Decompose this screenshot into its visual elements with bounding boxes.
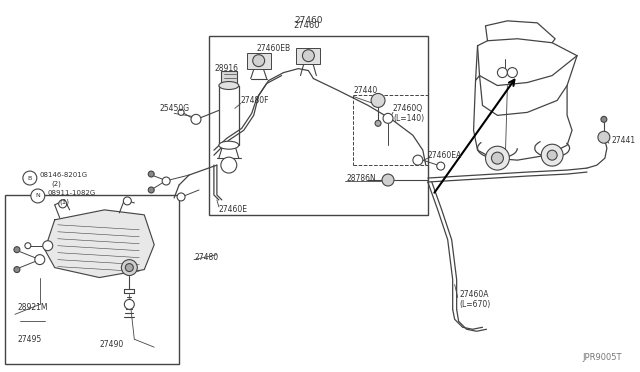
Circle shape xyxy=(383,113,393,124)
Circle shape xyxy=(162,177,170,185)
Circle shape xyxy=(541,144,563,166)
Text: 28786N: 28786N xyxy=(346,174,376,183)
Bar xyxy=(5,195,179,364)
Circle shape xyxy=(601,116,607,122)
Circle shape xyxy=(125,264,133,272)
Circle shape xyxy=(43,241,52,251)
Text: 27480F: 27480F xyxy=(241,96,269,105)
Text: 27460E: 27460E xyxy=(219,205,248,214)
Circle shape xyxy=(497,68,508,77)
Text: N: N xyxy=(35,193,40,198)
Circle shape xyxy=(23,171,37,185)
Circle shape xyxy=(508,68,517,77)
Circle shape xyxy=(31,189,45,203)
Circle shape xyxy=(59,200,67,208)
Text: 27490: 27490 xyxy=(99,340,124,349)
Circle shape xyxy=(413,155,423,165)
Circle shape xyxy=(122,260,138,276)
Text: 25450G: 25450G xyxy=(159,104,189,113)
Circle shape xyxy=(303,50,314,62)
Circle shape xyxy=(253,55,264,67)
Polygon shape xyxy=(45,210,154,278)
Circle shape xyxy=(547,150,557,160)
Text: 27460A: 27460A xyxy=(460,290,489,299)
Text: B: B xyxy=(28,176,32,180)
Circle shape xyxy=(35,255,45,264)
Bar xyxy=(209,36,428,215)
Text: 27460EB: 27460EB xyxy=(257,44,291,53)
Text: (L=140): (L=140) xyxy=(393,114,424,123)
Text: 27441: 27441 xyxy=(612,136,636,145)
Circle shape xyxy=(221,157,237,173)
Circle shape xyxy=(148,171,154,177)
Circle shape xyxy=(124,197,131,205)
Text: 27440: 27440 xyxy=(353,86,378,95)
Circle shape xyxy=(177,193,185,201)
Text: JPR9005T: JPR9005T xyxy=(582,353,622,362)
Text: 28921M: 28921M xyxy=(18,303,49,312)
Text: 27480: 27480 xyxy=(194,253,218,262)
Text: 08146-8201G: 08146-8201G xyxy=(40,172,88,178)
Text: 27495: 27495 xyxy=(18,335,42,344)
Circle shape xyxy=(486,146,509,170)
Circle shape xyxy=(598,131,610,143)
Text: (L=670): (L=670) xyxy=(460,300,491,309)
Circle shape xyxy=(375,120,381,126)
Circle shape xyxy=(148,187,154,193)
Text: (2): (2) xyxy=(52,181,61,187)
Text: 27460: 27460 xyxy=(294,16,323,25)
Bar xyxy=(247,53,271,68)
Circle shape xyxy=(436,162,445,170)
Text: 08911-1082G: 08911-1082G xyxy=(48,190,96,196)
Text: 27460Q: 27460Q xyxy=(393,104,423,113)
Text: 27460EA: 27460EA xyxy=(428,151,462,160)
Circle shape xyxy=(25,243,31,248)
Bar xyxy=(221,71,237,86)
Circle shape xyxy=(14,247,20,253)
Text: 28916: 28916 xyxy=(215,64,239,73)
Circle shape xyxy=(178,109,184,115)
Circle shape xyxy=(191,114,201,124)
Ellipse shape xyxy=(219,81,239,90)
Circle shape xyxy=(14,267,20,273)
Text: 27460: 27460 xyxy=(293,21,319,31)
Circle shape xyxy=(382,174,394,186)
Bar xyxy=(296,48,321,64)
Circle shape xyxy=(371,93,385,108)
Ellipse shape xyxy=(219,141,239,149)
Circle shape xyxy=(124,299,134,310)
Circle shape xyxy=(492,152,504,164)
Text: (1): (1) xyxy=(60,199,70,205)
